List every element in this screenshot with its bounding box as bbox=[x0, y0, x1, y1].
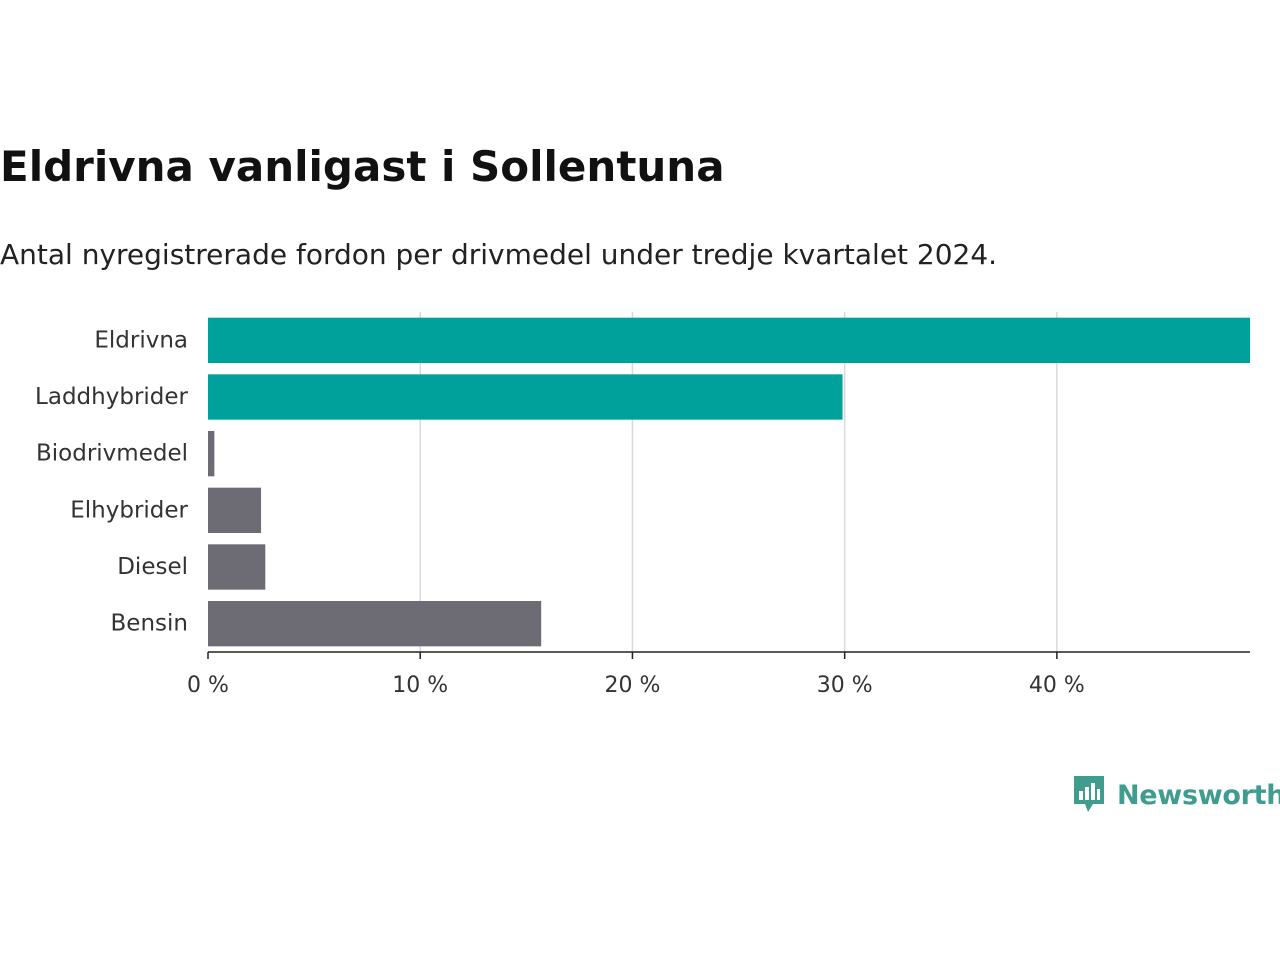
category-label: Diesel bbox=[117, 554, 188, 580]
x-tick-label: 40 % bbox=[1029, 673, 1085, 698]
x-tick-label: 10 % bbox=[392, 673, 448, 698]
category-label: Eldrivna bbox=[94, 327, 188, 353]
chart-title: Eldrivna vanligast i Sollentuna bbox=[0, 142, 725, 191]
category-label: Biodrivmedel bbox=[36, 441, 188, 467]
newsworthy-logo-icon bbox=[1074, 776, 1104, 812]
bar bbox=[208, 374, 843, 420]
x-tick-label: 30 % bbox=[817, 673, 873, 698]
x-tick-label: 20 % bbox=[604, 673, 660, 698]
bar bbox=[208, 601, 542, 647]
category-label: Bensin bbox=[111, 611, 188, 637]
brand-logo: Newsworthy bbox=[1072, 774, 1280, 816]
x-tick-label: 0 % bbox=[187, 673, 229, 698]
category-label: Laddhybrider bbox=[35, 384, 188, 410]
brand-name: Newsworthy bbox=[1117, 779, 1280, 811]
category-label: Elhybrider bbox=[70, 497, 188, 523]
bar bbox=[208, 487, 262, 533]
bar bbox=[208, 544, 266, 590]
chart-subtitle: Antal nyregistrerade fordon per drivmede… bbox=[0, 238, 998, 271]
bar bbox=[208, 317, 1250, 363]
bar bbox=[208, 431, 215, 477]
